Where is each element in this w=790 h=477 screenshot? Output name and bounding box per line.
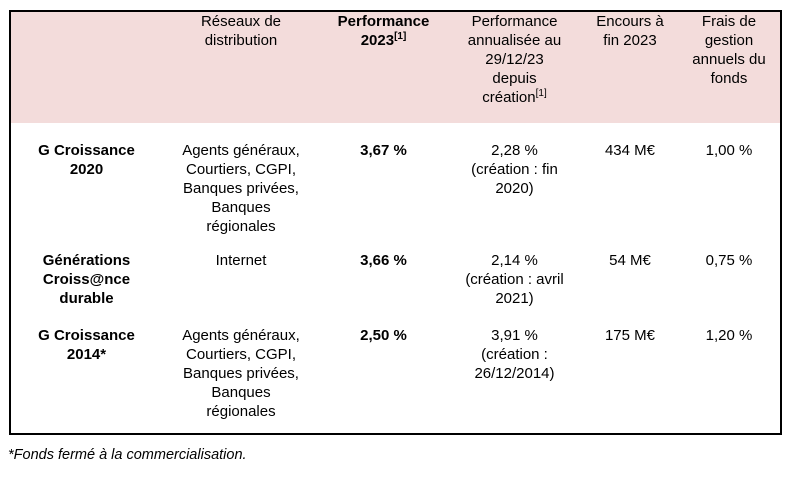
fund-name: G Croissance 2020 xyxy=(38,142,135,178)
header-frais: Frais de gestion annuels du fonds xyxy=(678,11,781,123)
funds-performance-table: Réseaux de distribution Performance 2023… xyxy=(9,10,782,435)
annualized-performance-cell: 2,28 % (création : fin 2020) xyxy=(471,142,558,197)
frais-cell: 0,75 % xyxy=(705,252,753,269)
header-distribution: Réseaux de distribution xyxy=(162,11,320,123)
distribution-cell: Internet xyxy=(215,252,267,269)
footnote: *Fonds fermé à la commercialisation. xyxy=(8,447,247,463)
table-row: G Croissance 2014* Agents généraux, Cour… xyxy=(10,316,781,434)
header-distribution-label: Réseaux de distribution xyxy=(200,13,282,49)
table-row: G Croissance 2020 Agents généraux, Court… xyxy=(10,123,781,241)
header-performance-2023-label: Performance 2023 xyxy=(337,13,430,49)
table-header: Réseaux de distribution Performance 2023… xyxy=(10,11,781,123)
header-frais-label: Frais de gestion annuels du fonds xyxy=(692,13,766,87)
fund-name: G Croissance 2014* xyxy=(38,327,135,363)
header-encours: Encours à fin 2023 xyxy=(582,11,678,123)
encours-cell: 175 M€ xyxy=(604,327,656,344)
header-encours-label: Encours à fin 2023 xyxy=(596,13,664,49)
header-annualized-performance: Performance annualisée au 29/12/23 depui… xyxy=(447,11,582,123)
annualized-performance-cell: 2,14 % (création : avril 2021) xyxy=(465,252,564,307)
footnote-reference: [1] xyxy=(535,88,547,99)
header-performance-2023: Performance 2023[1] xyxy=(320,11,447,123)
header-annualized-performance-label: Performance annualisée au 29/12/23 depui… xyxy=(467,13,562,106)
distribution-cell: Agents généraux, Courtiers, CGPI, Banque… xyxy=(182,327,300,420)
performance-2023-cell: 3,66 % xyxy=(360,252,407,269)
fund-name: Générations Croiss@nce durable xyxy=(42,252,131,307)
frais-cell: 1,00 % xyxy=(705,142,753,159)
header-row: Réseaux de distribution Performance 2023… xyxy=(10,11,781,123)
annualized-performance-cell: 3,91 % (création : 26/12/2014) xyxy=(474,327,555,382)
encours-cell: 54 M€ xyxy=(609,252,651,269)
table-body: G Croissance 2020 Agents généraux, Court… xyxy=(10,123,781,434)
performance-2023-cell: 2,50 % xyxy=(360,327,407,344)
table-row: Générations Croiss@nce durable Internet … xyxy=(10,241,781,316)
frais-cell: 1,20 % xyxy=(705,327,753,344)
distribution-cell: Agents généraux, Courtiers, CGPI, Banque… xyxy=(182,142,300,235)
header-empty-cell xyxy=(10,11,162,123)
performance-2023-cell: 3,67 % xyxy=(360,142,407,159)
encours-cell: 434 M€ xyxy=(604,142,656,159)
footnote-reference: [1] xyxy=(394,31,407,42)
